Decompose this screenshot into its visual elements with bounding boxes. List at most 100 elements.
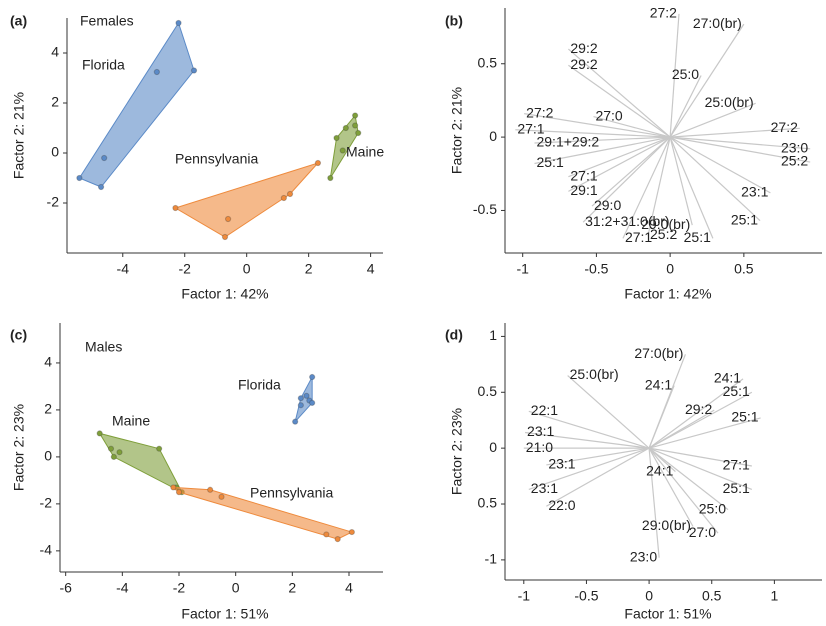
loading-vector (534, 136, 671, 165)
vector-label: 25:2 (650, 226, 677, 242)
x-tick-label: 0 (645, 588, 653, 604)
point (303, 392, 310, 399)
vector-label: 22:0 (548, 497, 575, 513)
group-label: Pennsylvania (250, 485, 333, 501)
loading-vector (568, 136, 671, 192)
loading-vector (546, 447, 650, 466)
vector-label: 27:1 (625, 229, 652, 245)
x-tick-label: 0.5 (702, 588, 722, 604)
point (110, 453, 117, 460)
y-tick-label: 4 (51, 44, 59, 60)
point (76, 174, 83, 182)
loading-vector (515, 129, 671, 138)
vector-label: 27:1 (570, 167, 597, 183)
y-tick-label: 2 (44, 401, 52, 417)
vector-label: 25:2 (781, 153, 808, 169)
panel-label: (a) (10, 13, 27, 29)
loading-vector (648, 417, 761, 449)
point (175, 489, 183, 496)
panel-label: (c) (10, 327, 27, 343)
vector-label: 22:1 (531, 402, 558, 418)
x-tick-label: -1 (516, 261, 529, 277)
group-label: Florida (82, 57, 125, 73)
point (221, 233, 229, 241)
y-tick-label: -0.5 (473, 201, 497, 217)
vector-label: 25:1 (723, 383, 750, 399)
point (352, 112, 359, 119)
point (333, 134, 340, 142)
vector-label: 25:1 (731, 211, 758, 227)
x-tick-label: -0.5 (574, 588, 598, 604)
x-tick-label: 2 (305, 261, 313, 277)
point (327, 174, 334, 182)
vector-label: 25:1 (731, 409, 758, 425)
vector-label: 29:2 (570, 40, 597, 56)
vector-label: 23:1 (527, 423, 554, 439)
x-axis-title: Factor 1: 51% (624, 606, 711, 622)
group-label: Pennsylvania (175, 151, 258, 167)
vector-label: 23:1 (548, 456, 575, 472)
point (342, 124, 349, 132)
point (297, 395, 304, 402)
x-tick-label: -4 (116, 580, 129, 596)
x-tick-label: 0 (232, 580, 240, 596)
loading-vector (669, 136, 693, 226)
x-tick-label: 0.5 (734, 261, 754, 277)
y-tick-label: 0 (51, 144, 59, 160)
point (218, 493, 225, 500)
vector-label: 24:1 (646, 462, 673, 478)
loading-vector (648, 378, 744, 449)
vector-label: 29:1+29:2 (536, 134, 599, 150)
point (309, 373, 316, 381)
point (116, 449, 123, 456)
vector-label: 31:2+31:0(br) (585, 213, 669, 229)
loading-vector (648, 447, 752, 467)
loading-vector (669, 136, 714, 239)
point (96, 430, 103, 437)
loading-vector (669, 102, 756, 138)
vector-label: 29:1 (570, 182, 597, 198)
y-tick-label: -1 (485, 551, 498, 567)
y-tick-label: 0 (489, 439, 497, 455)
point (286, 190, 294, 198)
x-axis-title: Factor 1: 51% (181, 606, 268, 622)
vector-label: 27:1 (517, 120, 544, 136)
loading-vector (582, 136, 671, 223)
loading-vector (648, 447, 694, 527)
loading-vector (568, 48, 671, 138)
group-label: Florida (238, 377, 281, 393)
y-tick-label: 0.5 (478, 383, 498, 399)
loading-vector (648, 448, 660, 558)
vector-label: 25:0 (672, 66, 699, 82)
loading-vector (567, 375, 650, 449)
vector-label: 27:2 (650, 5, 677, 21)
x-axis-title: Factor 1: 42% (181, 286, 268, 302)
loading-vector (670, 127, 800, 138)
x-axis-title: Factor 1: 42% (624, 286, 711, 302)
vector-label: 24:1 (714, 370, 741, 386)
vector-label: 29:0(br) (641, 216, 690, 232)
vector-label: 23:1 (741, 184, 768, 200)
x-tick-label: 1 (770, 588, 778, 604)
y-tick-label: -2 (40, 495, 53, 511)
point (170, 484, 177, 491)
point (156, 445, 163, 452)
vector-label: 27:0 (595, 107, 622, 123)
point (280, 194, 287, 202)
y-tick-label: 0 (489, 128, 497, 144)
point (224, 215, 232, 223)
point (153, 68, 160, 76)
y-axis-title: Factor 2: 21% (11, 92, 27, 179)
point (339, 147, 346, 154)
vector-label: 27:0(br) (634, 345, 683, 361)
point (297, 402, 304, 409)
vector-label: 25:0(br) (570, 366, 619, 382)
point (207, 486, 214, 493)
point (314, 159, 322, 167)
x-tick-label: -0.5 (584, 261, 608, 277)
loading-vector (669, 13, 680, 138)
y-axis-title: Factor 2: 23% (11, 404, 27, 491)
group-label: Maine (346, 144, 384, 160)
vector-label: 29:0(br) (642, 517, 691, 533)
